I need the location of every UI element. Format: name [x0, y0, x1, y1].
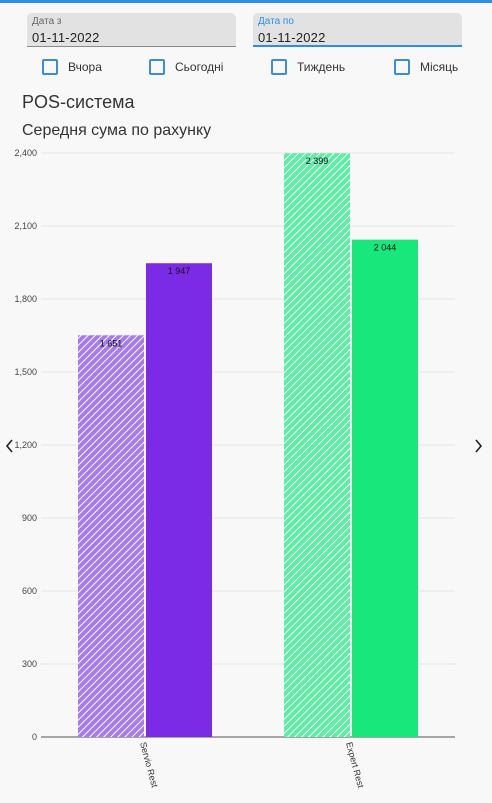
period-week-label: Тиждень [297, 60, 346, 74]
bar-chart: 0 300 600 900 1,200 1,500 1,800 2,100 2,400 1 651… [14, 148, 455, 789]
date-to-label: Дата по [258, 16, 294, 27]
period-week-checkbox[interactable]: Тиждень [271, 59, 345, 75]
period-month-label: Місяць [420, 60, 459, 74]
top-accent-bar [0, 0, 492, 3]
checkbox-icon[interactable] [394, 59, 410, 75]
y-tick-label: 300 [22, 659, 37, 669]
date-from-field[interactable]: Дата з 01-11-2022 [27, 13, 236, 47]
checkbox-icon[interactable] [42, 59, 58, 75]
y-tick-label: 900 [22, 513, 37, 523]
y-tick-label: 1,200 [14, 440, 37, 450]
date-from-value[interactable]: 01-11-2022 [32, 30, 100, 45]
bar-value-label: 1 651 [100, 338, 123, 348]
y-tick-label: 2,400 [14, 148, 37, 158]
period-month-checkbox[interactable]: Місяць [394, 59, 458, 75]
chevron-right-icon[interactable] [470, 436, 486, 456]
period-today-label: Сьогодні [175, 60, 224, 74]
y-tick-label: 1,800 [14, 294, 37, 304]
y-tick-label: 0 [32, 732, 37, 742]
date-to-value[interactable]: 01-11-2022 [258, 30, 326, 45]
chart-title: Середня сума по рахунку [22, 122, 212, 139]
checkbox-icon[interactable] [271, 59, 287, 75]
checkbox-icon[interactable] [149, 59, 165, 75]
period-yesterday-label: Вчора [68, 60, 102, 74]
category-label: Expert Rest [344, 741, 366, 789]
bar-value-label: 2 044 [374, 243, 397, 253]
bar-expert-rest-series-1[interactable] [284, 153, 350, 737]
date-from-label: Дата з [32, 16, 62, 27]
bar-expert-rest-series-2[interactable] [352, 239, 418, 738]
date-to-field[interactable]: Дата по 01-11-2022 [253, 13, 462, 47]
section-title: POS-система [22, 92, 135, 112]
bar-value-label: 2 399 [306, 156, 329, 166]
y-tick-label: 2,100 [14, 221, 37, 231]
period-yesterday-checkbox[interactable]: Вчора [42, 59, 102, 75]
chevron-left-icon[interactable] [2, 436, 18, 456]
period-today-checkbox[interactable]: Сьогодні [149, 59, 223, 75]
y-tick-label: 1,500 [14, 367, 37, 377]
y-tick-label: 600 [22, 586, 37, 596]
bar-value-label: 1 947 [168, 266, 191, 276]
category-label: Servio Rest [138, 741, 160, 789]
bar-servio-rest-series-2[interactable] [146, 263, 212, 737]
bar-servio-rest-series-1[interactable] [78, 335, 144, 737]
